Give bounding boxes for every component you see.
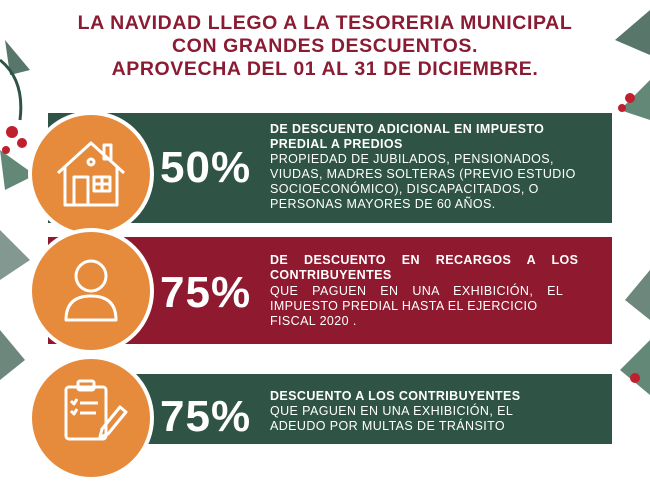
offer-description-3: QUE PAGUEN EN UNA EXHIBICIÓN, EL ADEUDO … bbox=[270, 404, 514, 433]
offer-title-3: DESCUENTO A LOS CONTRIBUYENTES bbox=[270, 389, 521, 403]
offer-title-2: DE DESCUENTO EN RECARGOS A LOS CONTRIBUY… bbox=[270, 253, 579, 282]
offer-title-1: DE DESCUENTO ADICIONAL EN IMPUESTO PREDI… bbox=[270, 122, 545, 151]
offer-description-1: PROPIEDAD DE JUBILADOS, PENSIONADOS, VIU… bbox=[270, 152, 576, 211]
person-icon bbox=[64, 259, 118, 322]
promo-headline: LA NAVIDAD LLEGO A LA TESORERIA MUNICIPA… bbox=[60, 12, 590, 81]
offer-percent-2: 75% bbox=[160, 268, 252, 317]
offer-percent-1: 50% bbox=[160, 143, 252, 192]
offer-percent-3: 75% bbox=[160, 392, 252, 441]
offer-icon-circle-1 bbox=[28, 111, 154, 237]
offer-description-2: QUE PAGUEN EN UNA EXHIBICIÓN, EL IMPUEST… bbox=[270, 284, 564, 328]
holly-decoration-right bbox=[615, 10, 650, 395]
holly-decoration-left bbox=[0, 40, 35, 380]
headline-line-3: APROVECHA DEL 01 AL 31 DE DICIEMBRE. bbox=[111, 58, 539, 80]
offer-icon-circle-2 bbox=[28, 228, 154, 354]
clipboard-pen-icon bbox=[64, 379, 128, 441]
offer-icon-circle-3 bbox=[28, 355, 154, 481]
headline-line-2: CON GRANDES DESCUENTOS. bbox=[172, 35, 478, 57]
house-icon bbox=[56, 141, 126, 207]
headline-line-1: LA NAVIDAD LLEGO A LA TESORERIA MUNICIPA… bbox=[77, 12, 573, 34]
